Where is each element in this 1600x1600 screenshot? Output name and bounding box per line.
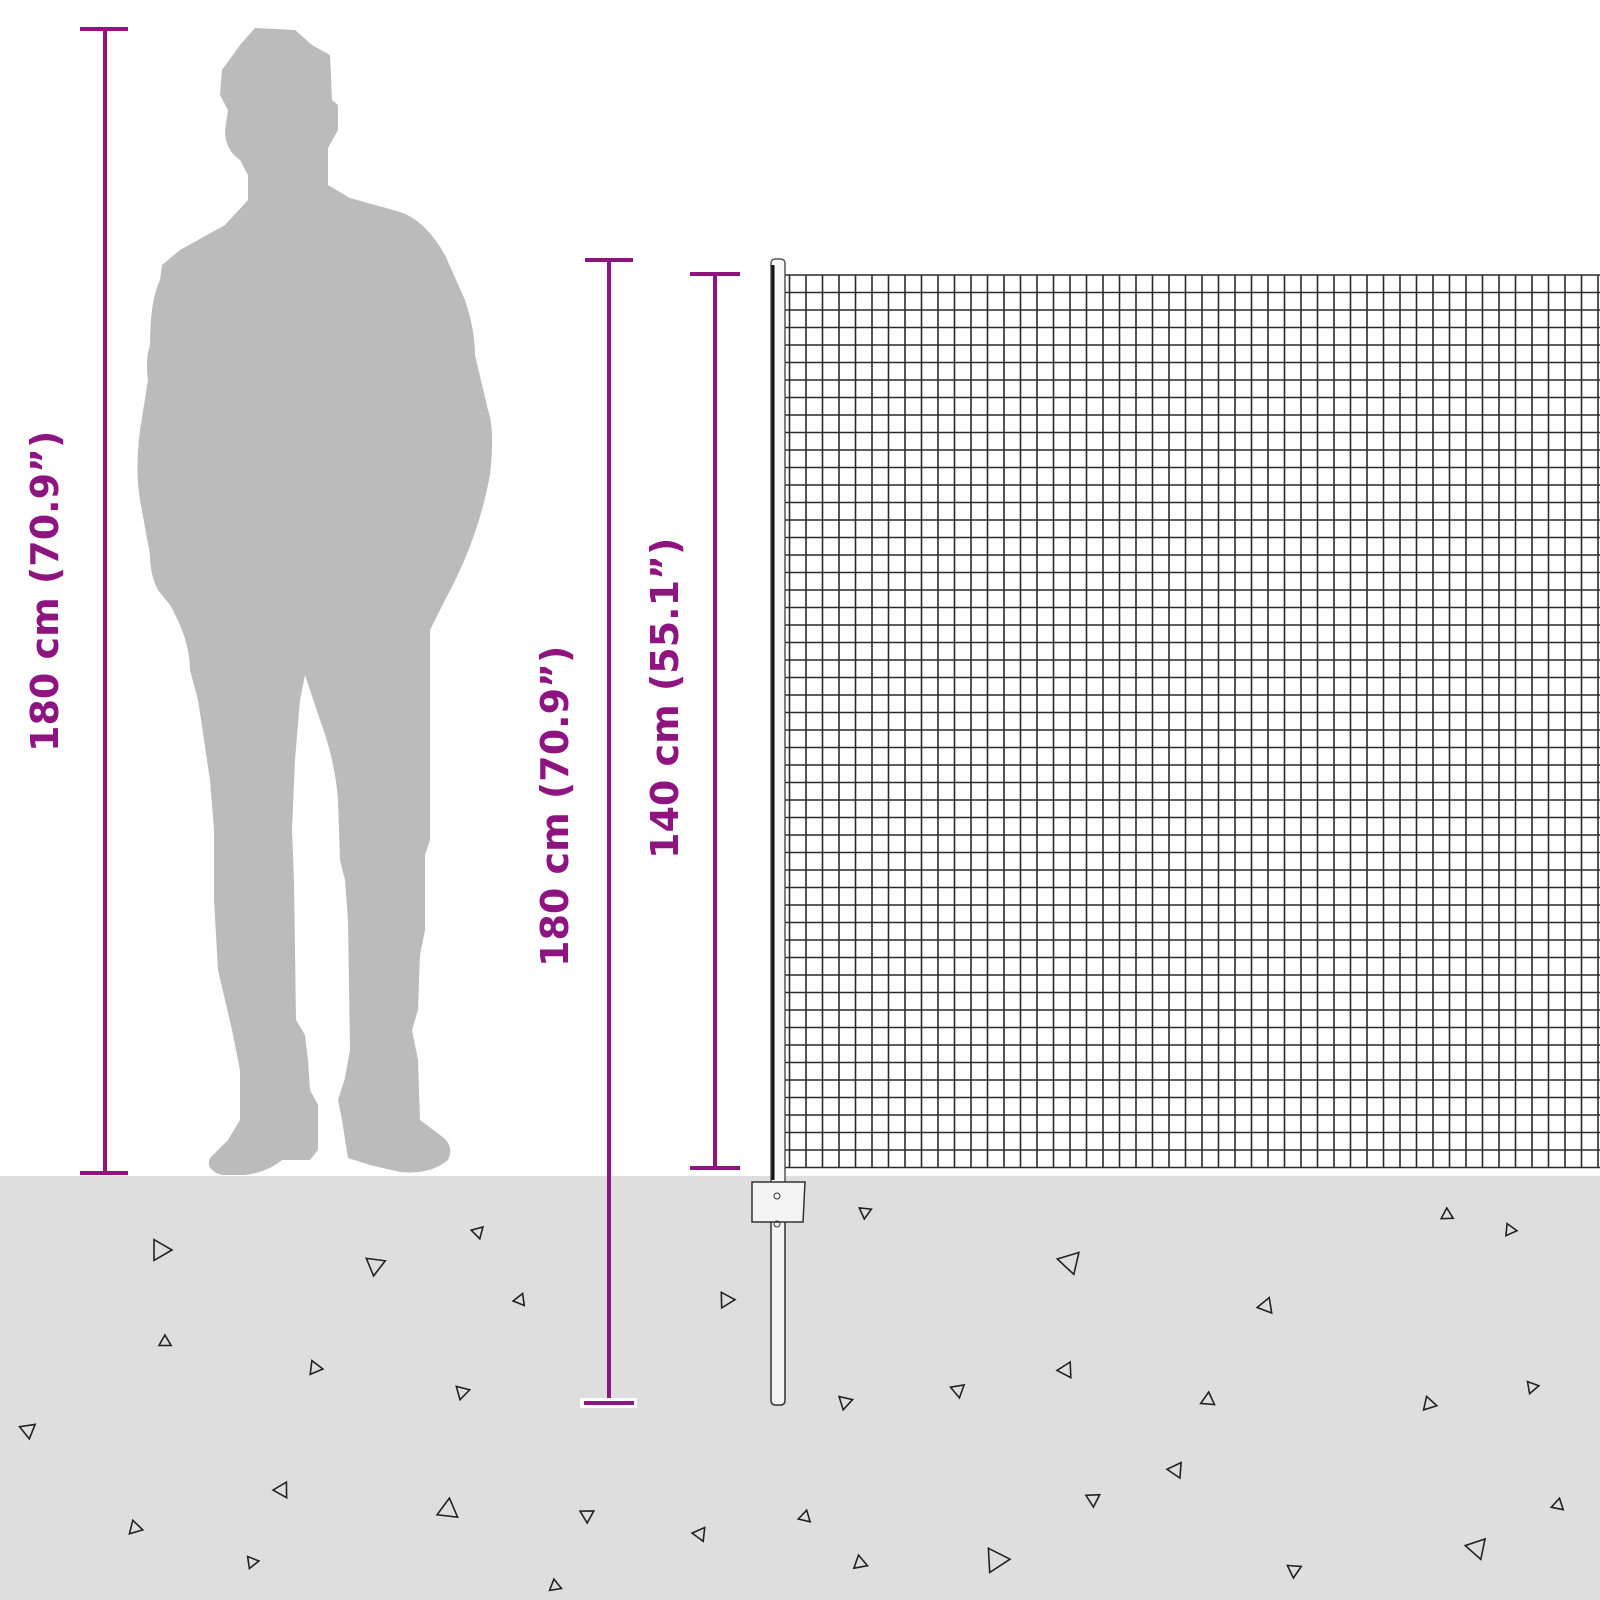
pebble-triangle xyxy=(987,1546,1012,1574)
pebble-triangle xyxy=(1165,1461,1183,1480)
person-silhouette-icon xyxy=(137,28,493,1175)
ground xyxy=(0,1176,1600,1600)
person-height-dimension xyxy=(80,27,128,1175)
pebble-triangle xyxy=(1199,1390,1216,1406)
person-height-label: 180 cm (70.9”) xyxy=(23,430,67,752)
pebble-triangle xyxy=(1055,1251,1080,1276)
post-height-dimension xyxy=(580,258,637,1408)
pebble-triangle xyxy=(246,1555,261,1570)
pebble-triangle xyxy=(690,1526,706,1543)
pebble-triangle xyxy=(455,1385,472,1402)
pebble-triangle xyxy=(1286,1564,1303,1580)
pebble-triangle xyxy=(720,1290,737,1310)
pebble-triangle xyxy=(365,1257,387,1278)
ground-pebbles-icon xyxy=(18,1206,1565,1592)
net-height-dimension xyxy=(690,272,740,1170)
pebble-triangle xyxy=(1504,1222,1519,1237)
pebble-triangle xyxy=(1549,1496,1565,1511)
pebble-triangle xyxy=(1439,1206,1455,1220)
pebble-triangle xyxy=(796,1508,812,1523)
pebble-triangle xyxy=(469,1225,485,1241)
net-height-label: 140 cm (55.1”) xyxy=(643,537,687,859)
pebble-triangle xyxy=(271,1480,288,1500)
pebble-triangle xyxy=(157,1333,173,1347)
pebble-triangle xyxy=(1055,1360,1072,1379)
pebble-triangle xyxy=(1422,1394,1439,1412)
pebble-triangle xyxy=(858,1206,873,1221)
pebble-triangle xyxy=(852,1553,870,1570)
post-height-label: 180 cm (70.9”) xyxy=(533,645,577,967)
pebble-triangle xyxy=(1255,1296,1273,1315)
pebble-triangle xyxy=(548,1577,563,1592)
pebble-triangle xyxy=(1084,1493,1102,1509)
pebble-triangle xyxy=(837,1395,855,1412)
pebble-triangle xyxy=(153,1238,174,1262)
pebble-triangle xyxy=(435,1496,459,1519)
pebble-triangle xyxy=(309,1359,325,1376)
pebble-triangle xyxy=(948,1383,966,1400)
pebble-triangle xyxy=(1526,1380,1541,1396)
pebble-triangle xyxy=(1463,1537,1487,1561)
pebble-triangle xyxy=(578,1510,596,1525)
mesh-net-icon xyxy=(772,274,1600,1169)
fence-post-icon xyxy=(751,258,806,1406)
pebble-triangle xyxy=(511,1292,526,1307)
pebble-triangle xyxy=(128,1518,145,1535)
pebble-triangle xyxy=(18,1423,37,1441)
